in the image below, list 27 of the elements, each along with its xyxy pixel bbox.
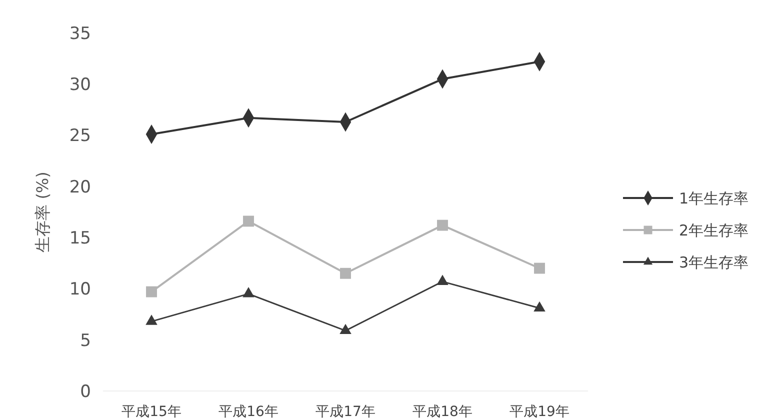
y-tick-label: 10 [69, 280, 91, 300]
point [436, 274, 448, 285]
x-tick-label: 平成17年 [316, 404, 376, 420]
y-tick-label: 0 [80, 382, 91, 402]
x-tick-label: 平成16年 [218, 404, 278, 420]
y-tick-label: 5 [80, 330, 91, 351]
x-tick-label: 平成19年 [510, 404, 570, 420]
point [340, 324, 352, 334]
y-axis-title: 生存率 (%) [33, 172, 52, 252]
x-tick-label: 平成18年 [412, 404, 472, 420]
legend-label: 1年生存率 [679, 189, 749, 208]
point [243, 216, 254, 227]
point [437, 220, 448, 231]
legend-label: 2年生存率 [679, 221, 749, 240]
x-tick-label: 平成15年 [122, 404, 182, 420]
point [146, 286, 157, 298]
point [146, 314, 158, 325]
y-tick-label: 25 [69, 126, 91, 146]
y-tick-label: 35 [69, 24, 91, 44]
point [242, 287, 254, 298]
point [534, 301, 546, 312]
legend-label: 3年生存率 [679, 253, 749, 272]
y-tick-label: 20 [69, 177, 91, 198]
y-tick-label: 15 [69, 228, 91, 249]
point [534, 262, 545, 274]
point [340, 268, 351, 279]
y-tick-label: 30 [69, 75, 91, 96]
